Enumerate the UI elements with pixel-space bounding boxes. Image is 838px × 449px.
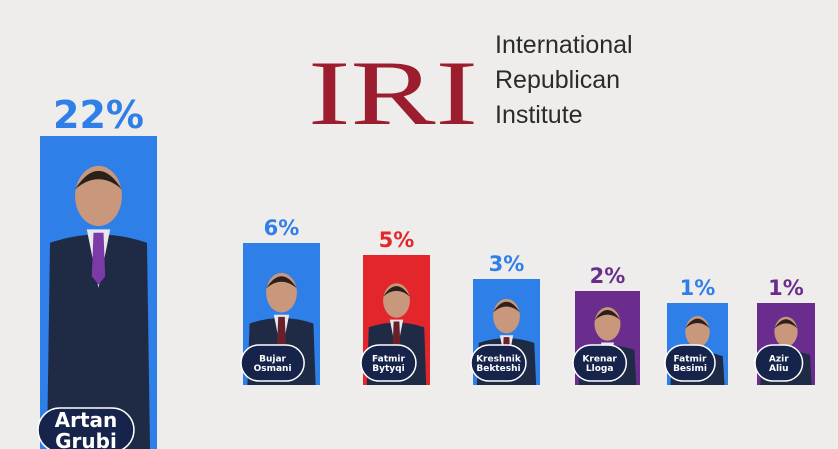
portrait-hair xyxy=(685,318,710,329)
logo-text: Republican xyxy=(495,66,620,94)
portrait-tie xyxy=(91,232,106,285)
value-label: 2% xyxy=(590,264,626,288)
category-label: Azir Aliu xyxy=(769,355,789,374)
category-label: Fatmir Bytyqi xyxy=(372,355,405,374)
portrait-hair xyxy=(774,319,798,329)
name-badge xyxy=(572,344,628,382)
bars: 22% Artan Grubi 6% Bujar Osmani 5% Fatmir Bytyqi… xyxy=(37,93,815,449)
portrait-hair xyxy=(594,309,621,321)
portrait-hair xyxy=(266,276,297,289)
logo-text: International xyxy=(495,31,633,59)
portrait-tie xyxy=(277,316,286,351)
name-badge xyxy=(664,344,716,382)
value-label: 6% xyxy=(264,216,300,240)
category-label: Kreshnik Bekteshi xyxy=(476,355,522,374)
value-label: 1% xyxy=(768,276,804,300)
logo-text: Institute xyxy=(495,101,583,129)
name-badge xyxy=(360,344,417,382)
value-label: 3% xyxy=(489,252,525,276)
category-label: Krenar Lloga xyxy=(582,355,617,374)
logo: IRI xyxy=(308,42,478,144)
category-label: Bujar Osmani xyxy=(254,355,292,374)
portrait-hair xyxy=(493,301,520,313)
name-badge xyxy=(37,407,135,449)
value-label: 22% xyxy=(53,93,144,137)
portrait-tie xyxy=(392,321,401,352)
portrait-suit xyxy=(46,234,151,449)
portrait-hair xyxy=(383,286,410,297)
value-label: 5% xyxy=(379,228,415,252)
portrait-hair xyxy=(75,170,122,190)
name-badge xyxy=(754,344,804,382)
category-label: Artan Grubi xyxy=(55,408,118,449)
value-label: 1% xyxy=(680,276,716,300)
name-badge xyxy=(470,344,527,382)
name-badge xyxy=(240,344,305,382)
category-label: Fatmir Besimi xyxy=(673,355,707,374)
